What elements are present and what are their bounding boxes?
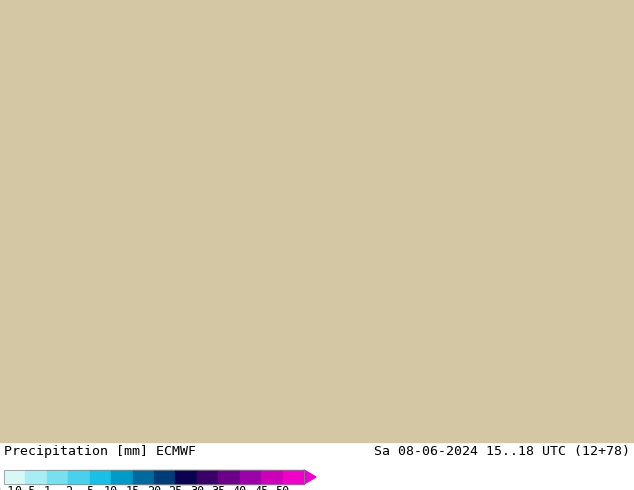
Text: 0.5: 0.5	[15, 485, 36, 490]
Text: Precipitation [mm] ECMWF: Precipitation [mm] ECMWF	[4, 445, 196, 458]
Bar	[261, 470, 283, 484]
Text: 25: 25	[168, 485, 183, 490]
Text: 1: 1	[43, 485, 51, 490]
Text: 5: 5	[86, 485, 93, 490]
Text: 0.1: 0.1	[0, 485, 15, 490]
Bar	[176, 470, 197, 484]
Text: 50: 50	[275, 485, 290, 490]
Bar	[218, 470, 240, 484]
Text: 15: 15	[126, 485, 139, 490]
Bar	[283, 470, 304, 484]
Bar	[197, 470, 218, 484]
Bar	[154, 470, 176, 484]
Text: Sa 08-06-2024 15..18 UTC (12+78): Sa 08-06-2024 15..18 UTC (12+78)	[374, 445, 630, 458]
Bar	[90, 470, 111, 484]
Bar	[240, 470, 261, 484]
Bar	[68, 470, 90, 484]
Text: 40: 40	[233, 485, 247, 490]
Bar	[47, 470, 68, 484]
Bar	[4, 470, 25, 484]
Text: 35: 35	[211, 485, 226, 490]
Text: 30: 30	[190, 485, 204, 490]
Text: 10: 10	[104, 485, 119, 490]
Text: 2: 2	[65, 485, 72, 490]
Bar	[111, 470, 133, 484]
Text: 45: 45	[254, 485, 268, 490]
Bar	[4, 470, 304, 484]
Bar	[133, 470, 154, 484]
Bar	[25, 470, 47, 484]
Text: 20: 20	[147, 485, 161, 490]
FancyArrow shape	[304, 470, 316, 484]
